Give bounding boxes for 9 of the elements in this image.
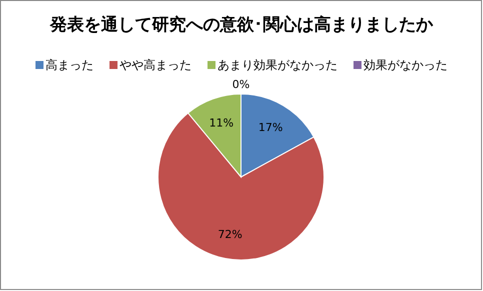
- data-label: 72%: [218, 228, 242, 242]
- legend-label: 効果がなかった: [364, 58, 448, 72]
- text: 0%: [232, 78, 250, 91]
- data-label: 17%: [258, 120, 283, 134]
- legend-label: 高まった: [46, 58, 94, 72]
- chart-title: 発表を通して研究への意欲･関心は高まりましたか: [49, 15, 434, 35]
- legend-label: あまり効果がなかった: [218, 58, 338, 72]
- data-label: 11%: [209, 116, 234, 130]
- legend-label: やや高まった: [120, 58, 192, 72]
